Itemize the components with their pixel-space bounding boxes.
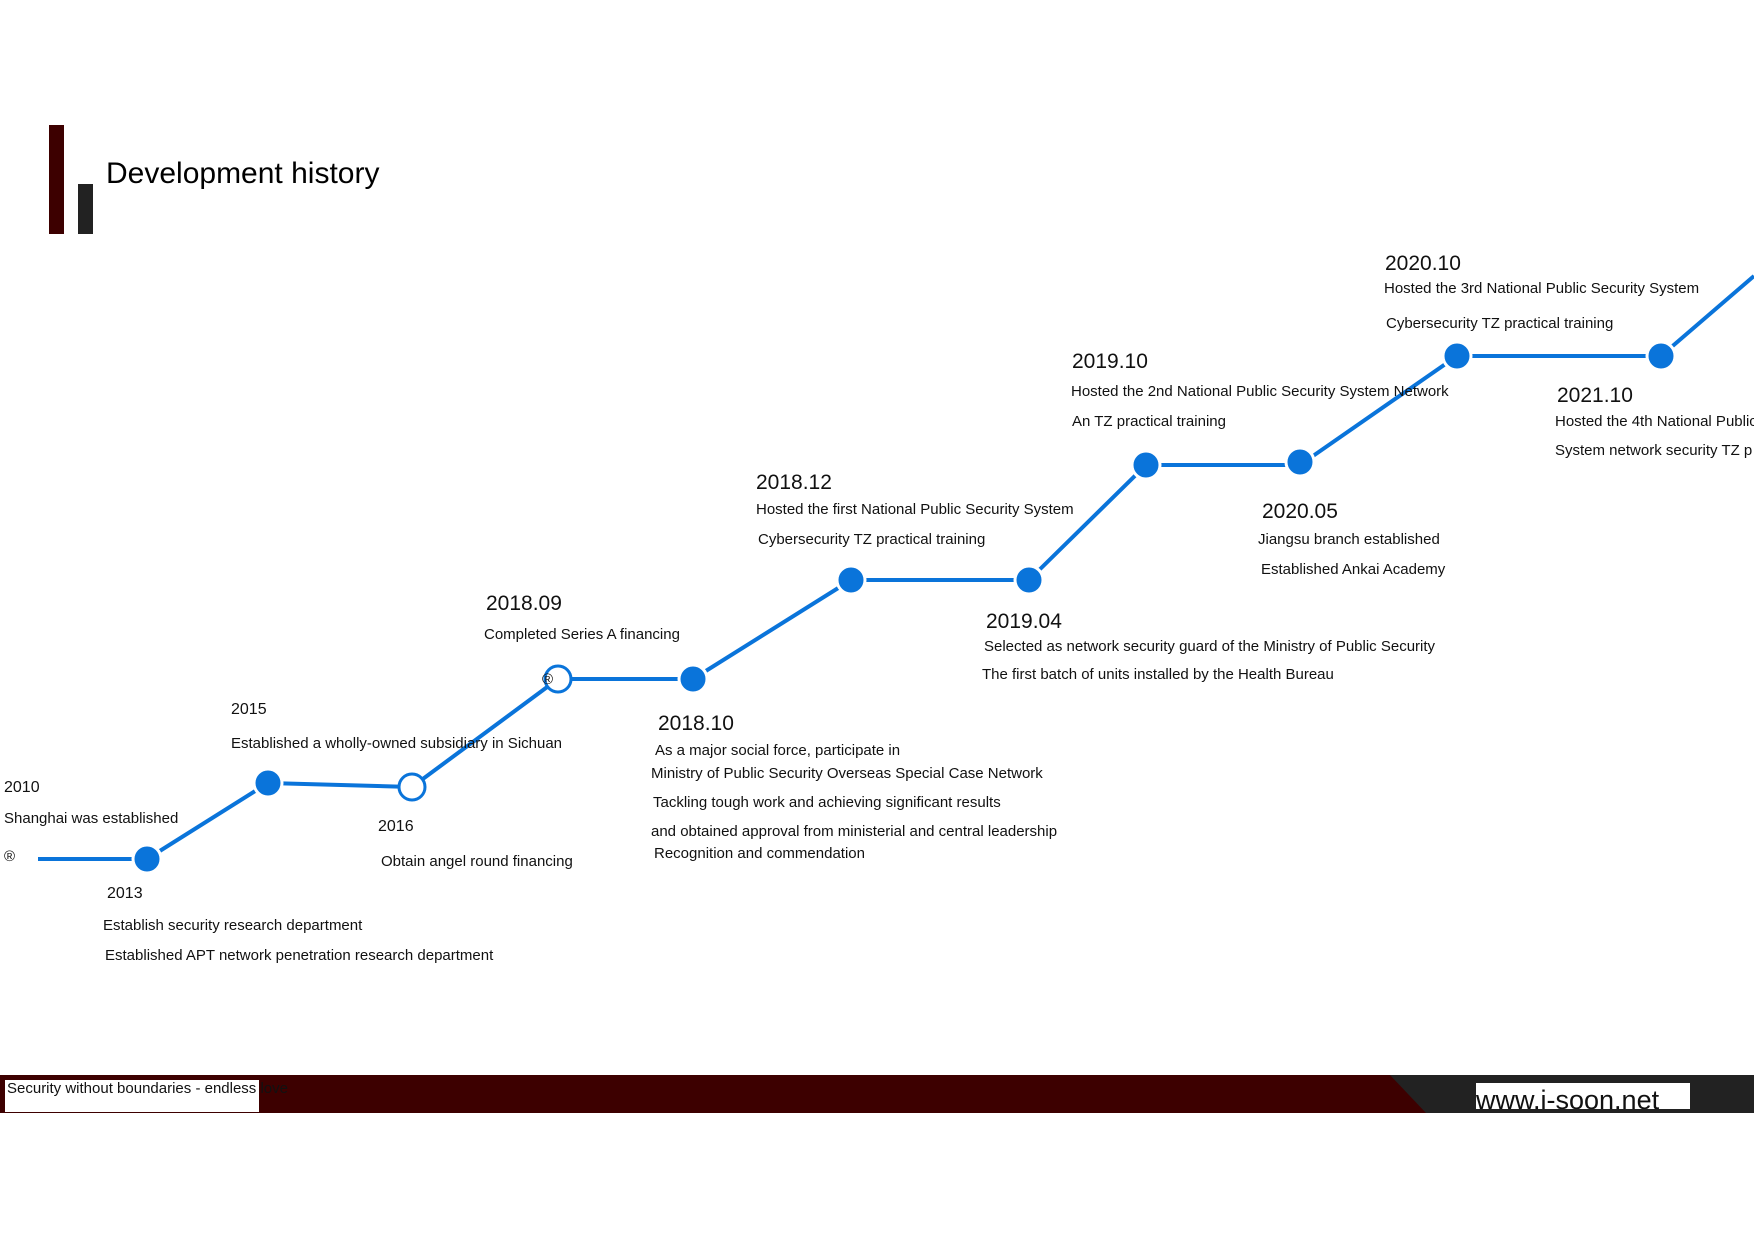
event-text: Completed Series A financing bbox=[484, 626, 680, 643]
event-date-2018-09: 2018.09 bbox=[486, 592, 562, 615]
timeline-node bbox=[1130, 449, 1162, 481]
timeline-node bbox=[835, 564, 867, 596]
event-text: Selected as network security guard of th… bbox=[984, 638, 1436, 655]
event-text: Hosted the 4th National Public bbox=[1555, 413, 1754, 430]
timeline-node bbox=[131, 843, 163, 875]
event-date-2015: 2015 bbox=[231, 701, 267, 718]
timeline-node bbox=[1013, 564, 1045, 596]
footer-url-link[interactable]: www.i-soon.net bbox=[1476, 1083, 1690, 1109]
event-text: Hosted the 3rd National Public Security … bbox=[1384, 280, 1700, 297]
event-date-2018-12: 2018.12 bbox=[756, 471, 832, 494]
timeline-node-hollow bbox=[397, 772, 427, 802]
timeline-node bbox=[1284, 446, 1316, 478]
timeline-node-hollow bbox=[543, 664, 573, 694]
event-date-2019-04: 2019.04 bbox=[986, 610, 1062, 633]
event-date-2013: 2013 bbox=[107, 885, 143, 902]
title-accent-bar-red bbox=[49, 125, 64, 234]
page-title: Development history bbox=[106, 157, 380, 190]
registered-mark: ® bbox=[542, 671, 554, 688]
event-text: Recognition and commendation bbox=[654, 845, 865, 862]
event-text: Established Ankai Academy bbox=[1261, 561, 1446, 578]
event-text: The first batch of units installed by th… bbox=[982, 666, 1334, 683]
event-text: Tackling tough work and achieving signif… bbox=[653, 794, 1001, 811]
event-text: System network security TZ p bbox=[1555, 442, 1753, 459]
title-accent-bar-gray bbox=[78, 184, 93, 234]
event-date-2018-10: 2018.10 bbox=[658, 712, 734, 735]
event-date-2020-05: 2020.05 bbox=[1262, 500, 1338, 523]
event-text: Obtain angel round financing bbox=[381, 853, 573, 870]
event-text: Jiangsu branch established bbox=[1258, 531, 1440, 548]
timeline-node bbox=[1645, 340, 1677, 372]
event-text: and obtained approval from ministerial a… bbox=[651, 823, 1058, 840]
timeline-node bbox=[677, 663, 709, 695]
event-text: An TZ practical training bbox=[1072, 413, 1226, 430]
event-text: Established a wholly-owned subsidiary in… bbox=[231, 735, 563, 752]
event-text: Cybersecurity TZ practical training bbox=[758, 531, 986, 548]
event-date-2016: 2016 bbox=[378, 818, 414, 835]
event-text: Established APT network penetration rese… bbox=[105, 947, 494, 964]
event-date-2019-10: 2019.10 bbox=[1072, 350, 1148, 373]
timeline-node bbox=[1441, 340, 1473, 372]
event-text: Shanghai was established bbox=[4, 810, 179, 827]
timeline-node bbox=[252, 767, 284, 799]
event-text: Ministry of Public Security Overseas Spe… bbox=[651, 765, 1043, 782]
event-text: Hosted the first National Public Securit… bbox=[756, 501, 1074, 518]
footer-slogan: Security without boundaries - endless lo… bbox=[5, 1080, 288, 1112]
event-text: Establish security research department bbox=[103, 917, 363, 934]
event-text: Hosted the 2nd National Public Security … bbox=[1071, 383, 1449, 400]
registered-mark: ® bbox=[4, 848, 16, 865]
event-text: Cybersecurity TZ practical training bbox=[1386, 315, 1614, 332]
event-date-2021-10: 2021.10 bbox=[1557, 384, 1633, 407]
event-date-2020-10: 2020.10 bbox=[1385, 252, 1461, 275]
event-date-2010: 2010 bbox=[4, 779, 40, 796]
event-text: As a major social force, participate in bbox=[655, 742, 901, 759]
